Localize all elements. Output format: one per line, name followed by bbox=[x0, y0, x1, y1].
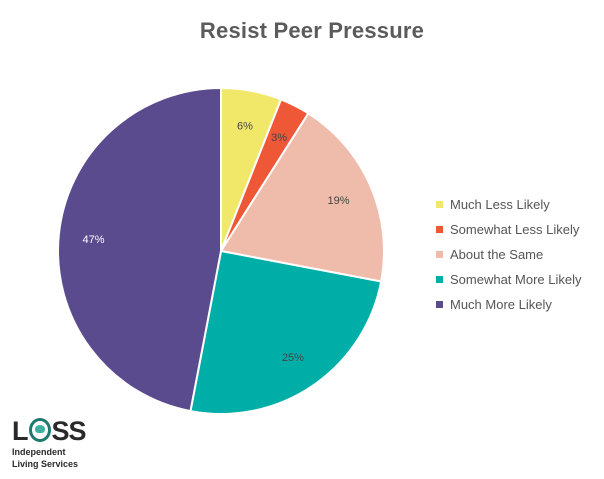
organization-logo: L SS Independent Living Services bbox=[12, 418, 92, 474]
legend-swatch bbox=[436, 301, 443, 308]
legend-swatch bbox=[436, 226, 443, 233]
pie-slice-3 bbox=[219, 111, 385, 283]
slice-data-label-1: 6% bbox=[237, 120, 253, 132]
legend-item-2: Somewhat Less Likely bbox=[436, 217, 582, 242]
legend-swatch bbox=[436, 276, 443, 283]
logo-name-line2: Living Services bbox=[12, 459, 79, 469]
legend-swatch bbox=[436, 201, 443, 208]
pie-slice-5 bbox=[57, 86, 222, 413]
legend-label: About the Same bbox=[450, 247, 544, 262]
legend-label: Somewhat Less Likely bbox=[450, 222, 580, 237]
legend-label: Somewhat More Likely bbox=[450, 272, 582, 287]
slice-data-label-4: 25% bbox=[282, 352, 304, 364]
chart-title: Resist Peer Pressure bbox=[199, 18, 425, 43]
pie-slice-4 bbox=[189, 249, 383, 415]
legend-item-5: Much More Likely bbox=[436, 292, 582, 317]
legend-label: Much More Likely bbox=[450, 297, 552, 312]
logo-name-line1: Independent bbox=[12, 447, 66, 457]
slice-data-label-3: 19% bbox=[327, 195, 349, 207]
legend-item-4: Somewhat More Likely bbox=[436, 267, 582, 292]
slice-data-label-5: 47% bbox=[83, 234, 105, 246]
legend-swatch bbox=[436, 251, 443, 258]
legend: Much Less Likely Somewhat Less Likely Abou… bbox=[436, 192, 582, 317]
legend-label: Much Less Likely bbox=[450, 197, 550, 212]
legend-item-3: About the Same bbox=[436, 242, 582, 267]
legend-item-1: Much Less Likely bbox=[436, 192, 582, 217]
logo-mark: L SS bbox=[12, 416, 87, 446]
slice-data-label-2: 3% bbox=[271, 132, 287, 144]
